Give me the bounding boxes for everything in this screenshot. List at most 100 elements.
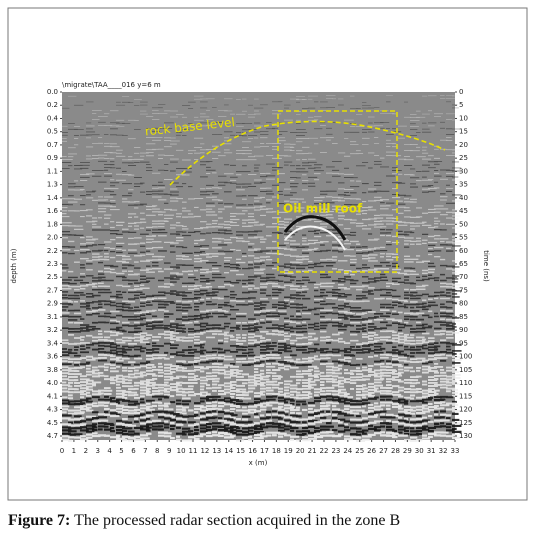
radar-stripe — [62, 160, 460, 164]
radar-stripe — [62, 214, 461, 218]
x-tick-label: 26 — [367, 447, 376, 455]
radar-stripe — [68, 330, 460, 336]
radar-stripe — [62, 419, 462, 427]
radar-stripe — [62, 312, 454, 318]
radar-stripe — [62, 386, 459, 394]
radar-stripe — [86, 190, 453, 194]
y-tick-label: 3.6 — [47, 353, 59, 361]
radar-stripe — [62, 133, 455, 137]
y-tick-label: 1.6 — [47, 207, 59, 215]
radar-stripe — [68, 199, 462, 203]
radar-stripe — [62, 425, 457, 433]
caption-text: The processed radar section acquired in … — [74, 512, 401, 529]
y2-tick-label: 40 — [459, 194, 468, 202]
y-tick-label: 2.5 — [47, 273, 58, 281]
radar-stripe — [62, 371, 461, 379]
y-tick-label: 2.9 — [47, 300, 58, 308]
radar-stripe — [62, 297, 450, 303]
radar-stripe — [62, 282, 461, 288]
radar-stripe — [62, 220, 441, 224]
x-tick-label: 11 — [189, 447, 198, 455]
radar-stripe — [62, 231, 458, 237]
radar-stripe — [68, 187, 454, 191]
radar-stripe — [92, 110, 433, 112]
caption-label: Figure 7: — [8, 512, 71, 529]
x-tick-label: 12 — [200, 447, 209, 455]
radar-stripe — [68, 416, 460, 424]
radar-stripe — [62, 261, 435, 267]
y2-tick-label: 15 — [459, 128, 468, 136]
y-tick-label: 3.2 — [47, 326, 58, 334]
radar-stripe — [80, 172, 455, 176]
x-tick-label: 16 — [248, 447, 257, 455]
y2-tick-label: 35 — [459, 181, 468, 189]
radar-stripe — [62, 344, 451, 352]
radar-stripe — [62, 211, 460, 215]
radar-stripe — [62, 380, 459, 388]
x-tick-label: 23 — [331, 447, 340, 455]
y-tick-label: 4.7 — [47, 432, 58, 440]
radar-stripe — [62, 264, 460, 270]
y-tick-label: 1.1 — [47, 167, 58, 175]
radar-stripe — [62, 338, 447, 346]
radar-stripe — [62, 398, 457, 406]
figure: \migrate\TAA____016 y=6 m depth (m) time… — [7, 7, 528, 501]
radar-stripe — [62, 279, 458, 285]
y2-tick-label: 65 — [459, 260, 468, 268]
y2-tick-label: 55 — [459, 234, 468, 242]
radar-stripe — [62, 359, 461, 367]
radar-stripe — [62, 137, 452, 140]
radar-stripe — [62, 166, 462, 170]
radar-stripe — [62, 407, 462, 415]
radar-stripe — [68, 121, 446, 125]
radargram — [62, 92, 462, 443]
radar-stripe — [68, 151, 457, 155]
y2-tick-label: 20 — [459, 141, 468, 149]
y2-tick-label: 45 — [459, 207, 468, 215]
x-tick-label: 24 — [343, 447, 352, 455]
y-tick-label: 1.4 — [47, 194, 59, 202]
reflector — [283, 215, 347, 241]
x-tick-label: 14 — [224, 447, 233, 455]
radar-stripe — [62, 365, 457, 373]
radar-stripe — [92, 252, 433, 258]
y2-tick-label: 90 — [459, 326, 468, 334]
x-tick-label: 20 — [296, 447, 305, 455]
radar-stripe — [80, 175, 459, 179]
radar-stripe — [62, 196, 448, 200]
radar-stripe — [98, 116, 441, 118]
x-axis-label: x (m) — [249, 459, 268, 467]
radar-stripe — [80, 321, 457, 327]
radar-stripe — [92, 119, 460, 121]
radar-stripe — [74, 333, 454, 340]
y-tick-label: 2.7 — [47, 286, 58, 294]
x-tick-label: 33 — [451, 447, 460, 455]
x-tick-label: 13 — [212, 447, 221, 455]
radar-stripe — [62, 395, 454, 403]
radar-stripe — [62, 288, 462, 294]
x-tick-label: 10 — [177, 447, 186, 455]
radar-stripe — [62, 362, 462, 370]
annotation: Oil mill roof — [283, 202, 363, 216]
y-tick-label: 2.0 — [47, 234, 58, 242]
radar-stripe — [62, 154, 455, 158]
radar-stripe — [62, 294, 460, 300]
y-tick-label: 2.2 — [47, 247, 58, 255]
y-tick-label: 0.2 — [47, 101, 58, 109]
y2-tick-label: 115 — [459, 392, 472, 400]
y2-tick-label: 5 — [459, 101, 463, 109]
radar-stripe — [68, 163, 440, 167]
y2-tick-label: 85 — [459, 313, 468, 321]
y-tick-label: 1.8 — [47, 220, 58, 228]
radar-stripe — [62, 350, 457, 358]
radar-stripe — [62, 291, 458, 297]
x-tick-label: 2 — [84, 447, 88, 455]
y2-tick-label: 60 — [459, 247, 468, 255]
x-tick-label: 3 — [95, 447, 99, 455]
y-tick-label: 4.5 — [47, 419, 58, 427]
radar-stripe — [92, 112, 455, 115]
x-tick-label: 21 — [308, 447, 317, 455]
y-tick-label: 3.8 — [47, 366, 58, 374]
y-tick-label: 0.7 — [47, 141, 58, 149]
radar-stripe — [62, 383, 452, 391]
